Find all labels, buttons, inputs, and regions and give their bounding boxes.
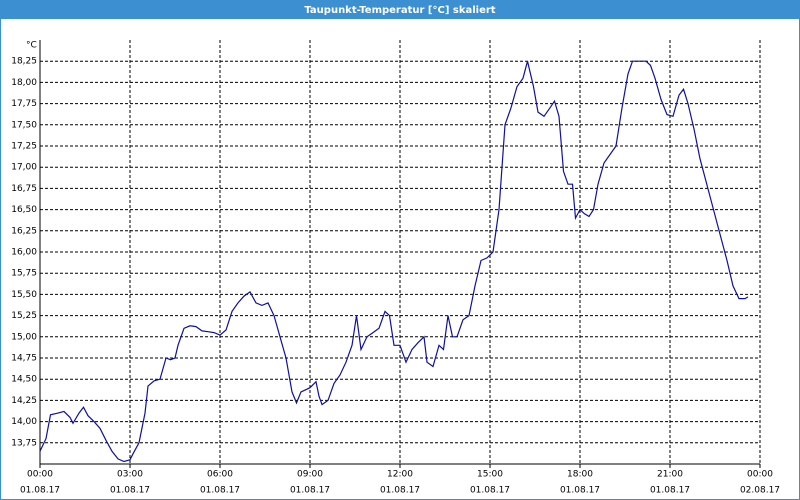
x-tick-date: 01.08.17	[110, 486, 150, 496]
x-tick-label: 03:00	[117, 470, 143, 480]
x-tick-label: 06:00	[207, 470, 233, 480]
x-tick-date: 01.08.17	[200, 486, 240, 496]
title-bar	[0, 0, 800, 19]
x-tick-date: 01.08.17	[290, 486, 330, 496]
y-tick-label: 14,00	[11, 417, 37, 427]
y-tick-label: 15,75	[11, 269, 37, 279]
x-tick-label: 12:00	[387, 470, 413, 480]
y-tick-label: 16,75	[11, 184, 37, 194]
x-tick-date: 01.08.17	[560, 486, 600, 496]
y-tick-label: 17,50	[11, 120, 37, 130]
x-tick-label: 15:00	[477, 470, 503, 480]
y-tick-label: 18,25	[11, 57, 37, 67]
y-tick-label: 16,50	[11, 205, 37, 215]
y-tick-label: 14,75	[11, 354, 37, 364]
x-tick-date: 01.08.17	[20, 486, 60, 496]
y-tick-label: 16,00	[11, 248, 37, 258]
x-tick-label: 00:00	[27, 470, 53, 480]
x-tick-label: 00:00	[747, 470, 773, 480]
x-tick-label: 09:00	[297, 470, 323, 480]
y-tick-label: 14,50	[11, 375, 37, 385]
x-tick-label: 21:00	[657, 470, 683, 480]
y-tick-label: 14,25	[11, 396, 37, 406]
y-tick-label: 15,25	[11, 311, 37, 321]
chart-title: Taupunkt-Temperatur [°C] skaliert	[304, 5, 495, 16]
y-tick-label: 17,00	[11, 163, 37, 173]
y-tick-label: 13,75	[11, 438, 37, 448]
y-tick-label: 15,00	[11, 332, 37, 342]
y-tick-label: 16,25	[11, 226, 37, 236]
data-line	[39, 60, 749, 463]
x-tick-date: 02.08.17	[740, 486, 780, 496]
y-tick-label: 17,75	[11, 99, 37, 109]
x-tick-date: 01.08.17	[650, 486, 690, 496]
y-axis-label: °C	[26, 41, 37, 51]
x-tick-date: 01.08.17	[380, 486, 420, 496]
x-tick-label: 18:00	[567, 470, 593, 480]
y-tick-label: 15,50	[11, 290, 37, 300]
y-tick-label: 17,25	[11, 142, 37, 152]
y-tick-label: 18,00	[11, 78, 37, 88]
x-tick-date: 01.08.17	[470, 486, 510, 496]
